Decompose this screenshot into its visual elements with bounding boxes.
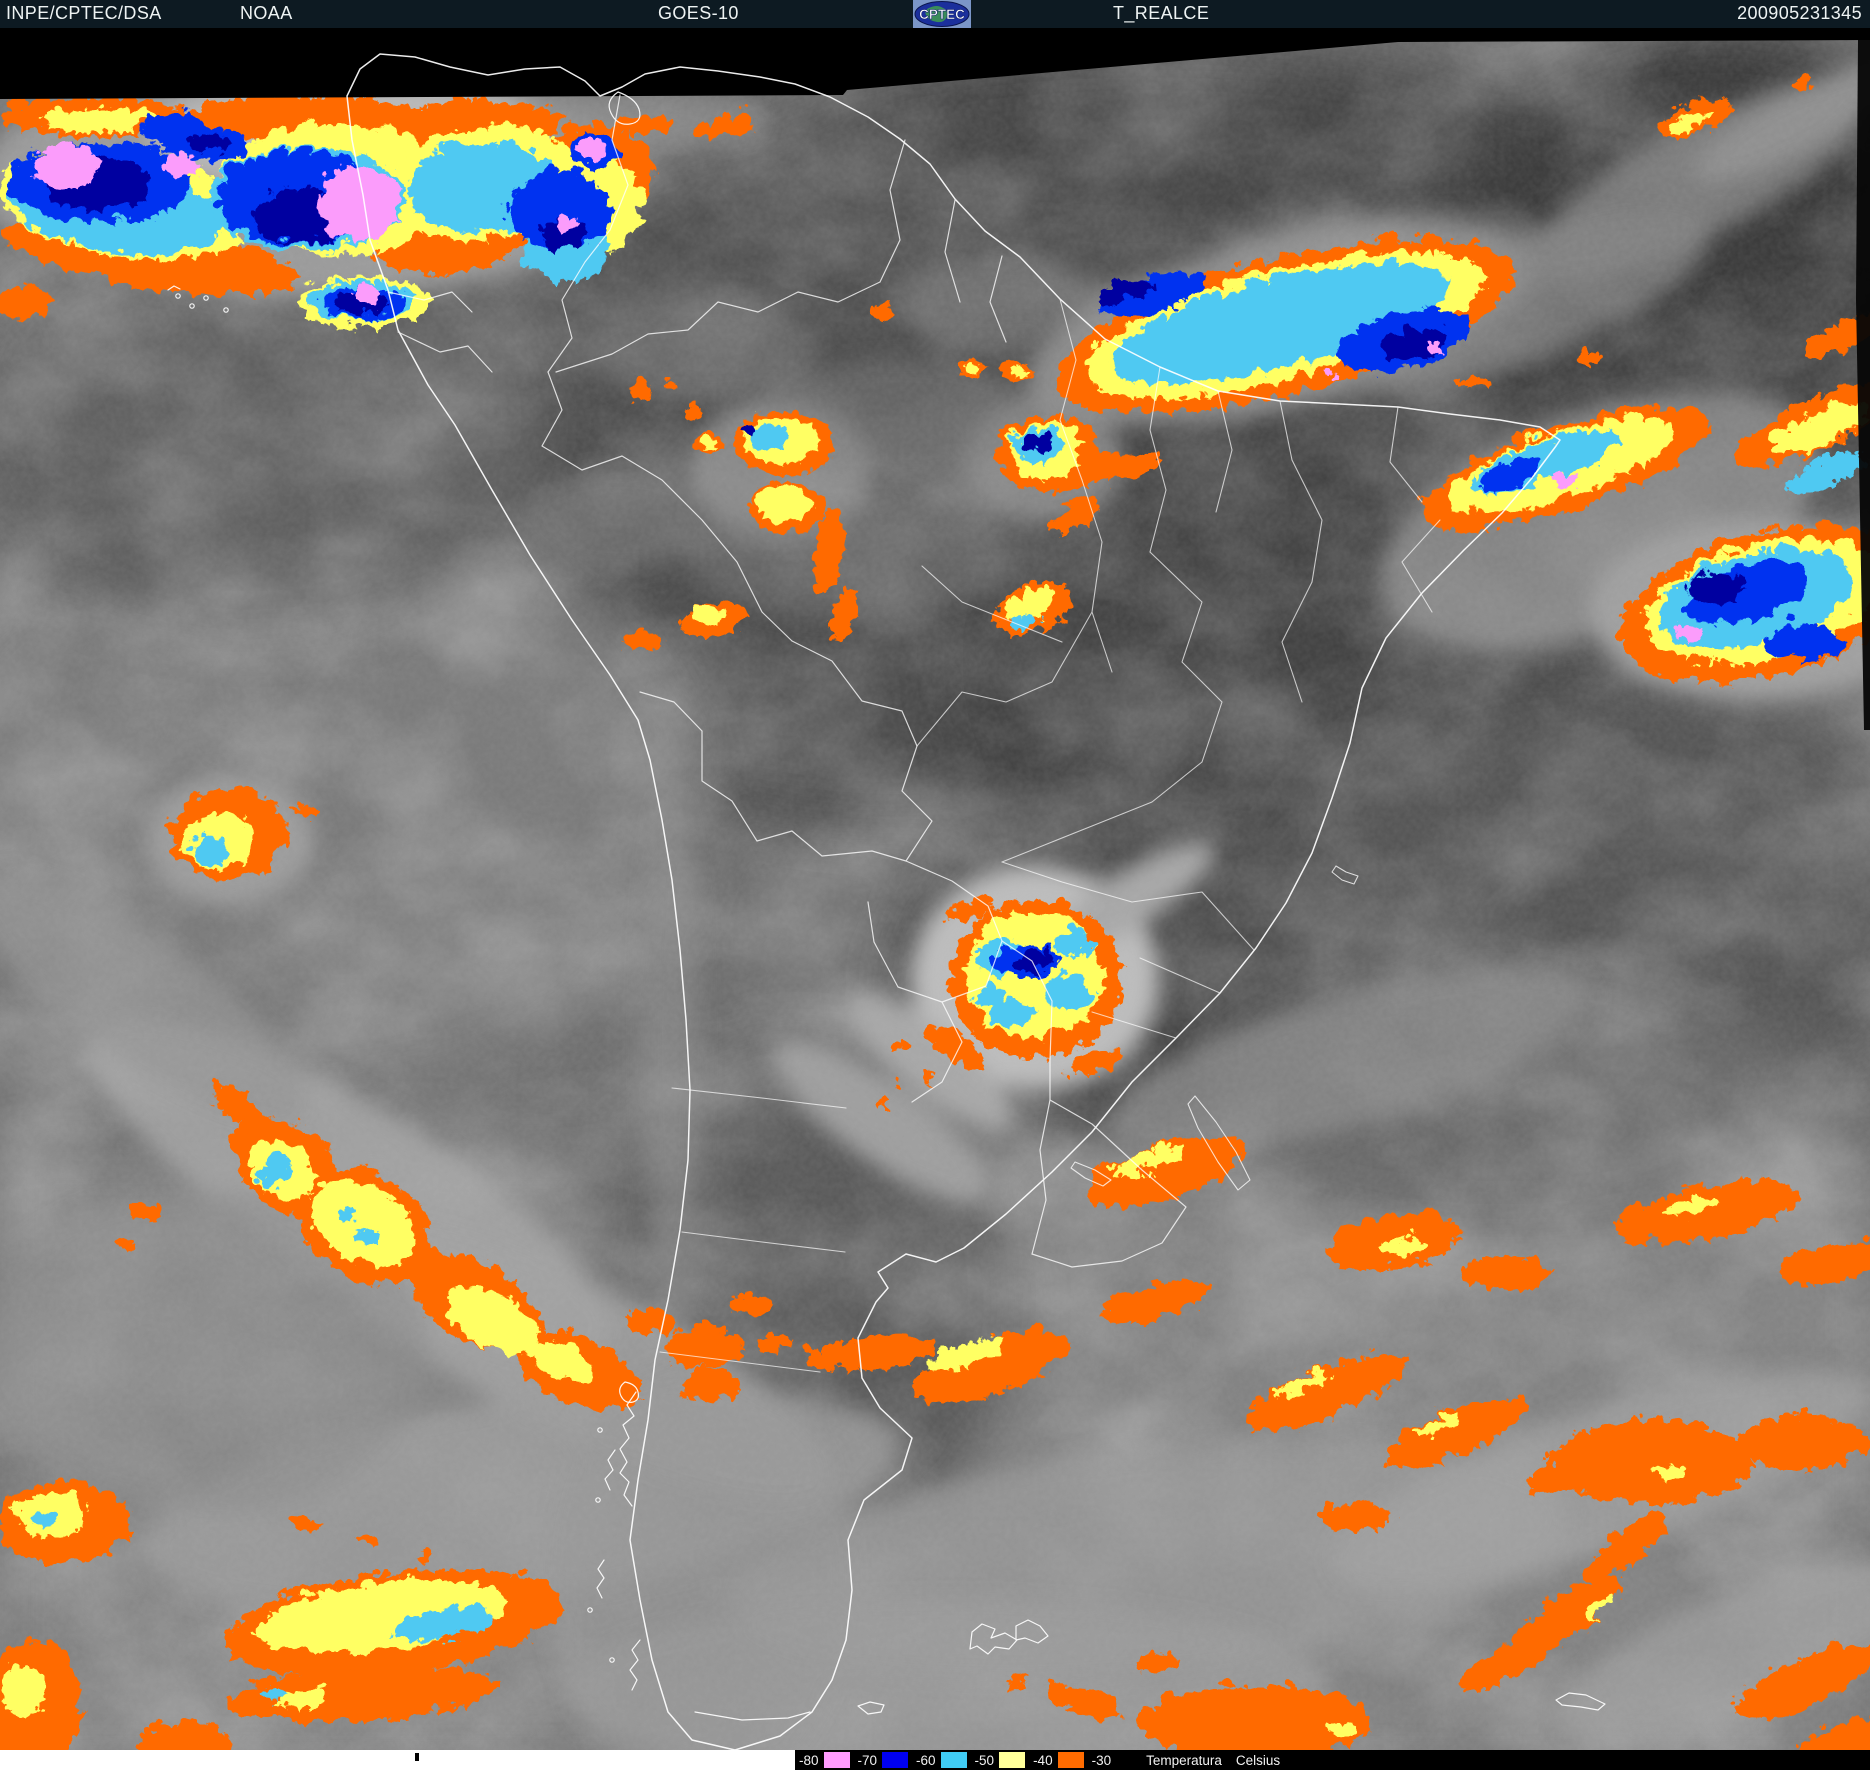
header-bar: INPE/CPTEC/DSA NOAA GOES-10 CPTEC T_REAL…	[0, 0, 1870, 28]
south-atlantic-streaks	[802, 1038, 1870, 1763]
scale-label: -40	[1033, 1752, 1053, 1768]
strip-artifact	[415, 1753, 419, 1761]
product-label: T_REALCE	[1113, 3, 1210, 23]
map-borders	[167, 53, 1606, 1751]
scan-gap-wedge	[0, 28, 1870, 99]
cptec-logo: CPTEC	[913, 0, 971, 28]
temperature-legend-bar: -80 -70 -60 -50 -40 -30 Temperatura Cels…	[0, 1750, 1870, 1770]
color-swatch-orange	[1057, 1752, 1084, 1768]
legend-left-filler	[0, 1750, 795, 1770]
color-swatch-cyan	[940, 1752, 967, 1768]
satellite-label: GOES-10	[658, 3, 739, 23]
scan-edge-right	[1856, 40, 1870, 730]
scale-label: -80	[799, 1752, 819, 1768]
scale-label: -50	[974, 1752, 995, 1768]
scale-label: -70	[857, 1752, 878, 1768]
color-swatch-yellow	[999, 1752, 1026, 1768]
scale-label: -60	[916, 1752, 936, 1768]
color-swatch-blue	[882, 1752, 909, 1768]
legend-title: Temperatura	[1146, 1752, 1222, 1768]
legend-unit: Celsius	[1235, 1752, 1281, 1768]
timestamp-label: 200905231345	[1737, 3, 1862, 23]
cloud-system-northwest	[0, 91, 752, 324]
pacific-front-band	[110, 784, 787, 1407]
color-swatch-pink	[823, 1752, 850, 1768]
temperature-scale: -80 -70 -60 -50 -40 -30 Temperatura Cels…	[795, 1750, 1870, 1770]
cloud-cells-central	[620, 301, 891, 646]
southwest-systems	[0, 1476, 559, 1766]
cptec-logo-text: CPTEC	[919, 7, 965, 22]
agency-label: NOAA	[240, 3, 293, 23]
cloud-system-northeast	[953, 74, 1870, 679]
scale-label: -30	[1091, 1752, 1112, 1768]
institution-label: INPE/CPTEC/DSA	[6, 3, 162, 23]
